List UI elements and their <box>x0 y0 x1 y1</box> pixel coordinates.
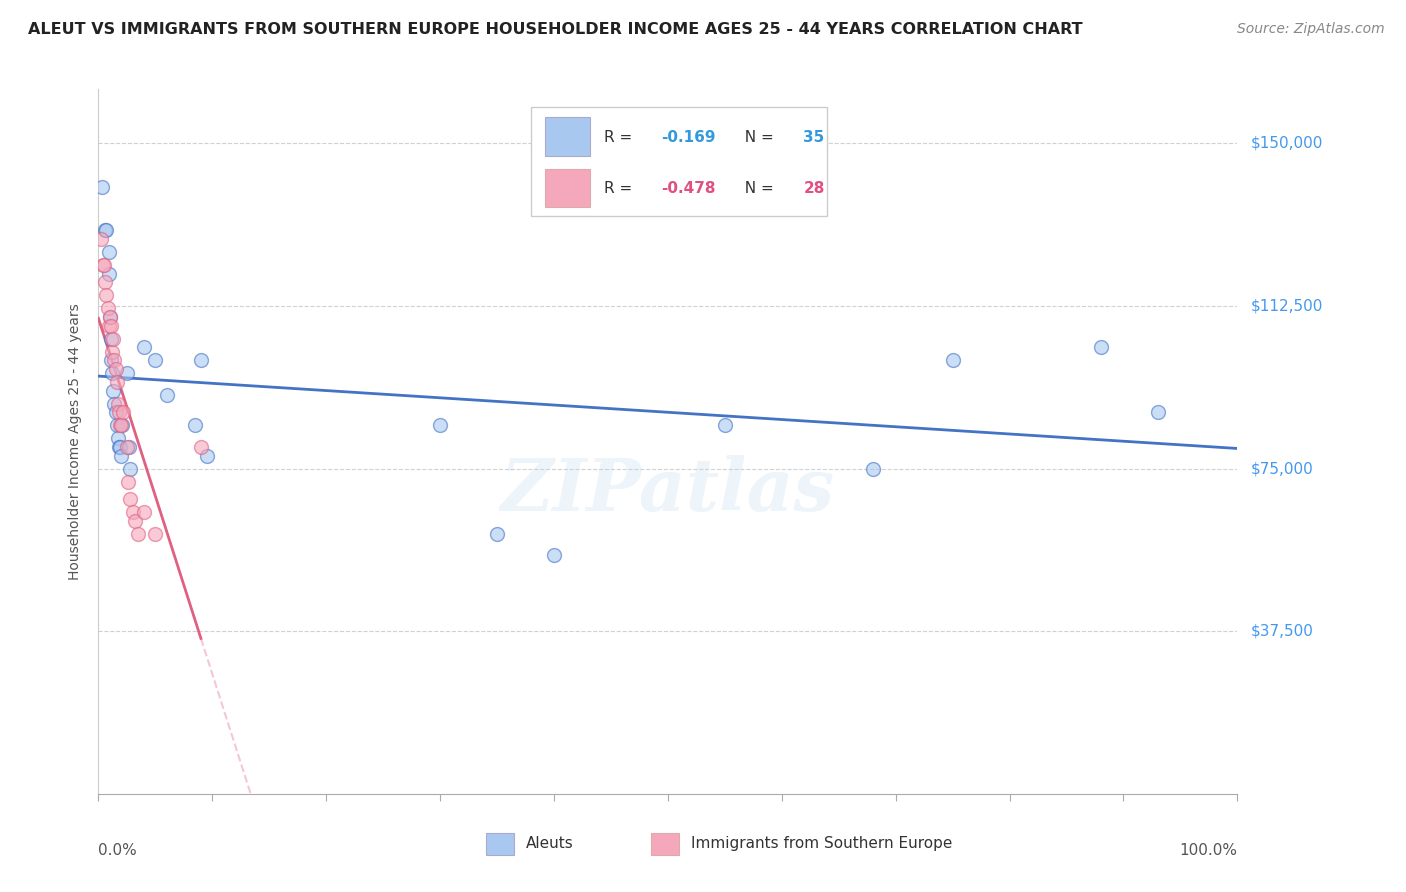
Point <box>103 332 125 346</box>
Point <box>942 353 965 368</box>
Text: $75,000: $75,000 <box>1251 461 1315 476</box>
Point <box>90 179 112 194</box>
Point <box>108 418 131 433</box>
Point <box>90 232 112 246</box>
Text: ALEUT VS IMMIGRANTS FROM SOUTHERN EUROPE HOUSEHOLDER INCOME AGES 25 - 44 YEARS C: ALEUT VS IMMIGRANTS FROM SOUTHERN EUROPE… <box>28 22 1083 37</box>
Point <box>103 384 125 398</box>
Text: Source: ZipAtlas.com: Source: ZipAtlas.com <box>1237 22 1385 37</box>
Text: $150,000: $150,000 <box>1251 136 1323 151</box>
Point <box>107 396 129 410</box>
Point <box>94 275 117 289</box>
Point <box>132 340 155 354</box>
Point <box>132 505 155 519</box>
Text: N =: N = <box>735 181 779 196</box>
Text: R =: R = <box>605 130 637 145</box>
Point <box>111 418 134 433</box>
Point <box>100 353 122 368</box>
Y-axis label: Householder Income Ages 25 - 44 years: Householder Income Ages 25 - 44 years <box>69 303 83 580</box>
Point <box>110 418 132 433</box>
Point <box>108 440 131 454</box>
Point <box>100 332 122 346</box>
Text: Immigrants from Southern Europe: Immigrants from Southern Europe <box>690 836 952 851</box>
Point <box>101 366 124 380</box>
Point <box>98 310 121 324</box>
Point <box>184 418 207 433</box>
Text: $112,500: $112,500 <box>1251 299 1323 313</box>
Text: -0.169: -0.169 <box>661 130 716 145</box>
FancyBboxPatch shape <box>485 832 515 855</box>
Point <box>93 258 115 272</box>
Point <box>124 514 146 528</box>
Point <box>156 388 179 402</box>
Point <box>120 461 142 475</box>
Point <box>112 405 135 419</box>
Text: Aleuts: Aleuts <box>526 836 574 851</box>
Point <box>195 449 218 463</box>
Point <box>1090 340 1112 354</box>
Point <box>127 526 149 541</box>
Point <box>714 418 737 433</box>
Point <box>107 431 129 445</box>
FancyBboxPatch shape <box>531 107 827 216</box>
Point <box>190 353 212 368</box>
FancyBboxPatch shape <box>546 117 591 156</box>
Point <box>118 440 141 454</box>
Point <box>105 418 128 433</box>
Text: 100.0%: 100.0% <box>1180 843 1237 858</box>
Point <box>862 461 884 475</box>
Point <box>429 418 451 433</box>
Text: -0.478: -0.478 <box>661 181 716 196</box>
Point <box>108 440 131 454</box>
Text: N =: N = <box>735 130 779 145</box>
Text: 0.0%: 0.0% <box>98 843 138 858</box>
Text: ZIPatlas: ZIPatlas <box>501 456 835 526</box>
Point <box>120 491 142 506</box>
Point <box>91 258 114 272</box>
Point <box>101 344 124 359</box>
Point <box>94 223 117 237</box>
Point <box>100 318 122 333</box>
Point <box>1146 405 1168 419</box>
Text: 28: 28 <box>803 181 825 196</box>
Point <box>105 375 128 389</box>
Point <box>104 362 127 376</box>
Point <box>110 449 132 463</box>
Point <box>117 475 139 489</box>
Text: 35: 35 <box>803 130 825 145</box>
Point <box>97 318 120 333</box>
Point <box>96 301 118 316</box>
Text: $37,500: $37,500 <box>1251 624 1315 639</box>
Point <box>96 288 118 302</box>
Point <box>97 267 120 281</box>
Point <box>486 526 509 541</box>
Point <box>115 440 138 454</box>
Point <box>103 353 125 368</box>
Point <box>96 223 118 237</box>
Point <box>104 405 127 419</box>
Point <box>190 440 212 454</box>
Point <box>115 366 138 380</box>
Point <box>543 549 565 563</box>
Text: R =: R = <box>605 181 637 196</box>
FancyBboxPatch shape <box>651 832 679 855</box>
Point <box>145 526 167 541</box>
Point <box>108 405 131 419</box>
Point <box>121 505 143 519</box>
FancyBboxPatch shape <box>546 169 591 207</box>
Point <box>145 353 167 368</box>
Point <box>103 396 125 410</box>
Point <box>98 310 121 324</box>
Point <box>97 244 120 259</box>
